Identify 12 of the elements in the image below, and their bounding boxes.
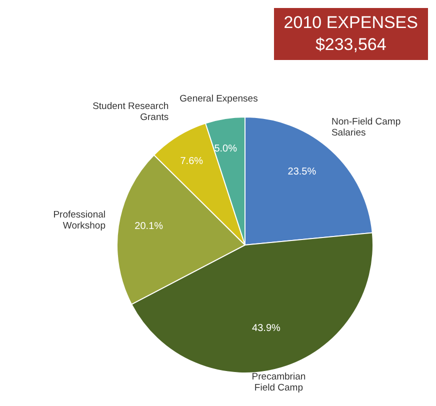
data-label: 7.6% <box>180 156 204 168</box>
data-label: 5.0% <box>214 143 238 154</box>
data-label: 23.5% <box>288 166 316 178</box>
chart-subtitle: $233,564 <box>314 34 388 56</box>
data-label: 20.1% <box>134 220 164 232</box>
slice-label: Non-Field Camp Salaries <box>331 116 401 138</box>
data-label: 43.9% <box>252 322 281 334</box>
slice-label: Professional Workshop <box>53 208 106 231</box>
slice-label: General Expenses <box>180 93 258 104</box>
slice-label: Precambrian Field Camp <box>252 370 306 393</box>
chart-title: 2010 EXPENSES <box>284 12 418 34</box>
slice-label: Student Research Grants <box>92 100 169 123</box>
